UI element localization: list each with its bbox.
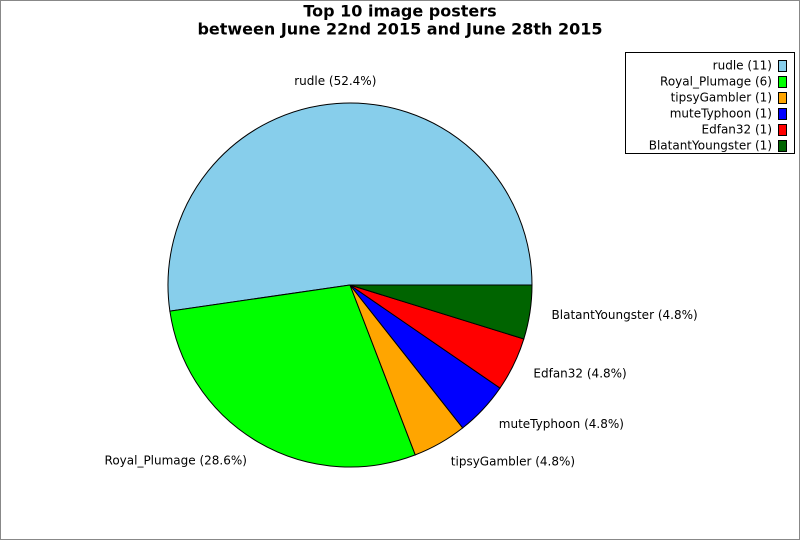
slice-label: rudle (52.4%) bbox=[294, 74, 376, 88]
pie-slice bbox=[349, 284, 533, 340]
legend-label: BlatantYoungster (1) bbox=[649, 139, 772, 153]
legend-label: tipsyGambler (1) bbox=[671, 91, 772, 105]
legend-label: muteTyphoon (1) bbox=[670, 107, 772, 121]
pie-slice bbox=[167, 102, 533, 312]
legend-swatch bbox=[778, 92, 787, 104]
legend-swatch bbox=[778, 60, 787, 72]
legend-label: rudle (11) bbox=[713, 59, 772, 73]
slice-label: Royal_Plumage (28.6%) bbox=[105, 453, 247, 467]
pie-slice bbox=[169, 284, 416, 468]
legend-swatch bbox=[778, 76, 787, 88]
legend-swatch bbox=[778, 108, 787, 120]
chart-subtitle: between June 22nd 2015 and June 28th 201… bbox=[197, 20, 602, 39]
legend-swatch bbox=[778, 140, 787, 152]
slice-label: muteTyphoon (4.8%) bbox=[499, 417, 624, 431]
legend-box bbox=[625, 52, 795, 154]
legend-swatch bbox=[778, 124, 787, 136]
slice-label: BlatantYoungster (4.8%) bbox=[552, 308, 698, 322]
legend-label: Edfan32 (1) bbox=[702, 123, 772, 137]
slice-label: tipsyGambler (4.8%) bbox=[451, 455, 575, 469]
chart-title: Top 10 image posters bbox=[303, 2, 496, 21]
legend-label: Royal_Plumage (6) bbox=[660, 75, 772, 89]
legend: rudle (11) Royal_Plumage (6) tipsyGambler … bbox=[625, 52, 795, 154]
slice-label: Edfan32 (4.8%) bbox=[533, 366, 626, 380]
